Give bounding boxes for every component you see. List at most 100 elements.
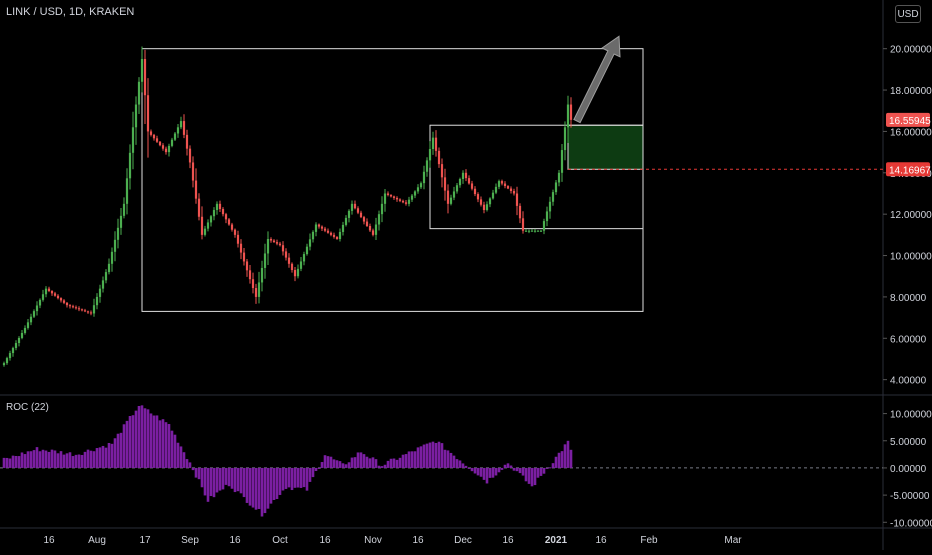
price-axis-tick: 6.00000: [890, 334, 927, 345]
roc-bar: [227, 467, 231, 487]
candle-body: [314, 224, 318, 232]
candle-body: [389, 194, 393, 197]
roc-bar: [359, 452, 363, 468]
roc-bar: [338, 461, 342, 468]
roc-bar: [362, 454, 366, 468]
candle-body: [218, 203, 222, 209]
candle-body: [476, 194, 480, 200]
roc-bar: [239, 467, 243, 494]
candle-body: [296, 268, 300, 277]
roc-bar: [368, 458, 372, 468]
roc-bar: [257, 467, 261, 509]
roc-bar: [458, 460, 462, 468]
price-axis-tick: 20.00000: [890, 45, 932, 56]
consolidation-box-annotation[interactable]: [429, 124, 644, 230]
roc-bar: [410, 451, 414, 468]
roc-bar: [395, 459, 399, 468]
range-box-annotation[interactable]: [141, 48, 644, 312]
candle-body: [404, 202, 408, 204]
candle-body: [47, 288, 51, 292]
candle-body: [299, 261, 303, 269]
roc-bar: [95, 448, 99, 468]
candle-body: [203, 228, 207, 235]
roc-bar: [122, 424, 126, 468]
candle-body: [266, 238, 270, 254]
candle-body: [560, 150, 564, 173]
roc-bar: [230, 467, 234, 489]
roc-bar: [98, 447, 102, 468]
candle-body: [500, 181, 504, 184]
roc-bar: [461, 463, 465, 468]
time-axis-label: Sep: [181, 535, 199, 546]
candle-body: [287, 257, 291, 264]
candle-body: [293, 270, 297, 277]
candle-body: [356, 208, 360, 213]
candle-body: [503, 183, 507, 187]
candle-body: [197, 198, 201, 217]
roc-bar: [149, 413, 153, 468]
currency-button[interactable]: USD: [895, 5, 921, 23]
candle-body: [32, 311, 36, 317]
time-axis-label: 16: [502, 535, 514, 546]
candle-body: [386, 193, 390, 195]
roc-bar: [518, 467, 522, 474]
roc-bar: [419, 446, 423, 468]
roc-bar: [335, 460, 339, 468]
candle-body: [284, 251, 288, 258]
roc-bar: [287, 467, 291, 488]
roc-bar: [167, 424, 171, 468]
candle-body: [557, 172, 561, 183]
roc-bar: [56, 453, 60, 468]
level-price-label-bg: [886, 162, 930, 177]
roc-bar: [305, 467, 309, 491]
candle-body: [275, 242, 279, 244]
trend-arrow-annotation[interactable]: [573, 35, 621, 124]
roc-bar: [545, 467, 549, 469]
time-axis-label: Mar: [724, 535, 742, 546]
candle-body: [320, 226, 324, 229]
roc-bar: [89, 450, 93, 468]
roc-bar: [317, 467, 321, 469]
candle-body: [245, 261, 249, 271]
candle-body: [104, 272, 108, 281]
candle-body: [548, 201, 552, 212]
candle-body: [371, 230, 375, 235]
roc-bar: [494, 467, 498, 476]
roc-bar: [401, 454, 405, 468]
candle-body: [419, 183, 423, 188]
roc-bar: [521, 467, 525, 476]
candle-body: [260, 267, 264, 283]
roc-bar: [428, 442, 432, 468]
time-axis-label: Nov: [364, 535, 382, 546]
roc-bar: [215, 467, 219, 493]
candle-body: [527, 230, 531, 232]
roc-bar: [473, 467, 477, 474]
roc-bar: [119, 432, 123, 468]
candle-body: [65, 302, 69, 306]
candle-body: [14, 343, 18, 349]
roc-bar: [374, 459, 378, 468]
price-axis-tick: 16.00000: [890, 127, 932, 138]
candle-body: [98, 288, 102, 297]
time-axis-label: Oct: [272, 535, 288, 546]
roc-bar: [515, 467, 519, 472]
candle-body: [167, 145, 171, 153]
roc-bar: [224, 467, 228, 485]
candle-body: [347, 210, 351, 218]
candle-body: [449, 197, 453, 204]
candle-body: [515, 193, 519, 206]
roc-bar: [185, 459, 189, 468]
roc-bar: [524, 467, 528, 482]
roc-bar: [74, 454, 78, 468]
roc-bar: [263, 467, 267, 514]
breakout-zone-annotation[interactable]: [567, 124, 644, 170]
roc-indicator-title[interactable]: ROC (22): [6, 402, 49, 413]
time-axis-label: 16: [43, 535, 55, 546]
roc-bar: [467, 467, 471, 469]
candle-body: [410, 195, 414, 200]
candle-body: [377, 214, 381, 225]
candle-body: [41, 294, 45, 300]
roc-bar: [563, 444, 567, 468]
